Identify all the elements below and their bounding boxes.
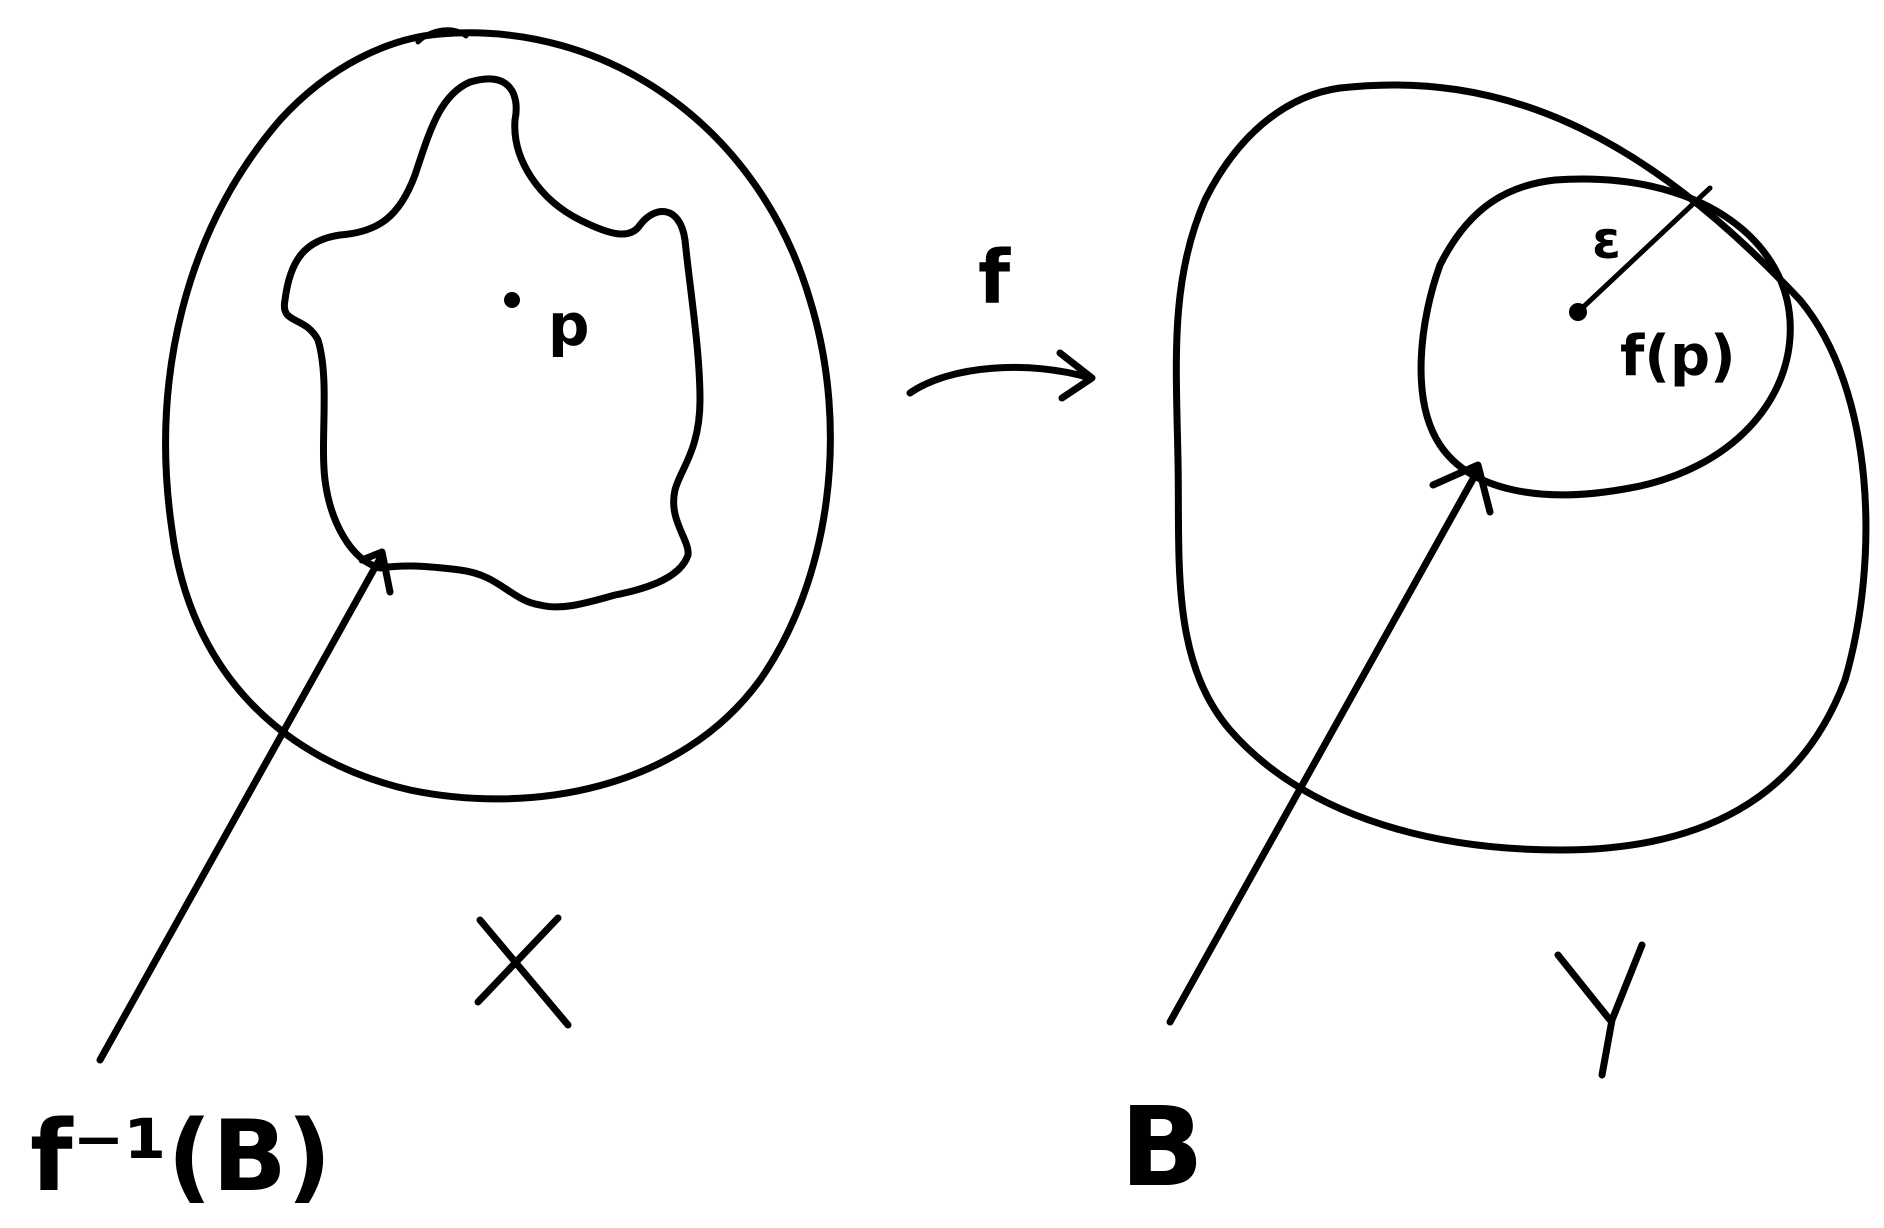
ball-pointer-line [1166,466,1482,1026]
set-y-boundary [1172,81,1870,854]
ball-b-label: B [1120,1083,1204,1211]
radius-epsilon-line [1575,185,1713,315]
set-x-top-mark [415,27,469,45]
preimage-pointer-arrowhead [358,548,394,596]
radius-epsilon-label: ε [1592,211,1621,271]
set-y-label-glyph [1554,941,1646,1079]
image-point-label: f(p) [1620,324,1736,389]
set-y-label: Y [1600,999,1601,1001]
preimage-label: f⁻¹(B) [30,1100,332,1214]
map-f-arrow-curve [906,364,1094,397]
point-p-label: p [548,291,590,359]
ball-pointer-arrowhead [1429,461,1494,516]
ball-b-boundary [1417,175,1794,499]
map-f-label: f [978,235,1011,321]
map-f-arrowhead [1056,349,1096,402]
preimage-pointer-line [96,551,386,1064]
set-x-label-glyph [474,914,572,1029]
set-x-boundary [162,29,834,803]
preimage-region-boundary [280,75,704,611]
point-p-dot [504,292,520,308]
